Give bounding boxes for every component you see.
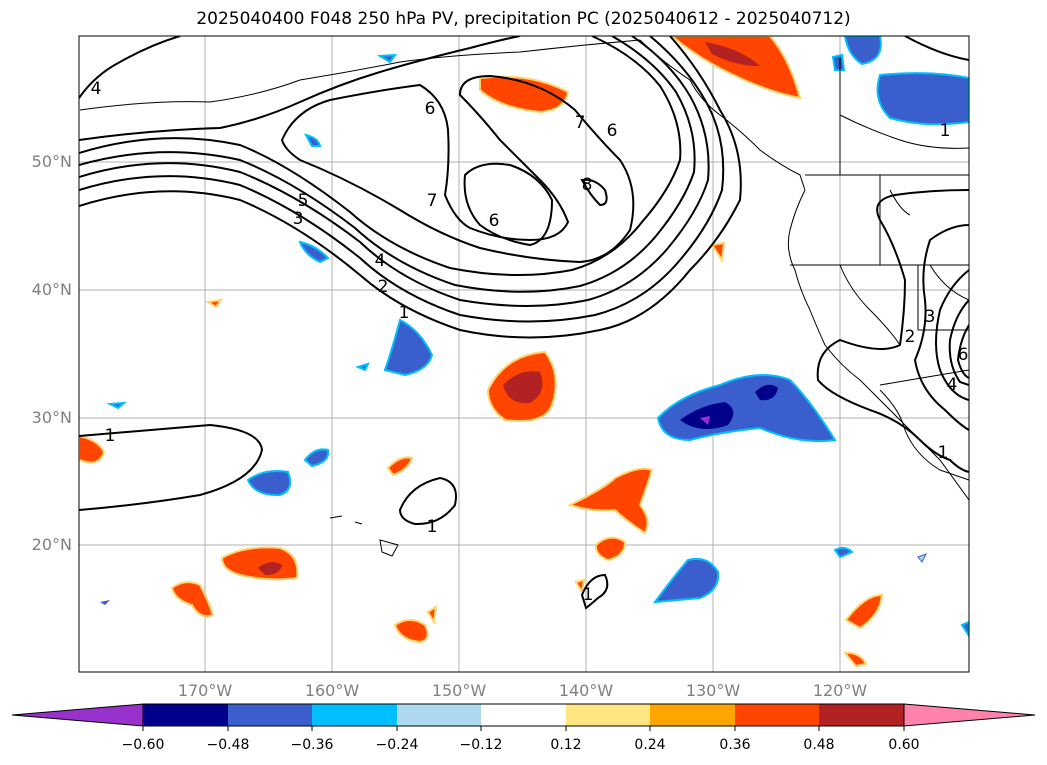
colorbar-tick-label: 0.60 (888, 737, 920, 753)
contour-label: 2 (905, 327, 916, 347)
colorbar-tick-label: 0.12 (550, 737, 582, 753)
colorbar-segment (312, 704, 397, 726)
colorbar-segment (566, 704, 650, 726)
lat-label: 20°N (31, 535, 72, 554)
contour-label: 1 (105, 426, 116, 446)
contour-label: 6 (958, 345, 969, 365)
contour-label: 4 (375, 251, 386, 271)
colorbar-tick-label: −0.12 (459, 737, 503, 753)
lon-label: 170°W (177, 681, 233, 700)
coastlines (79, 39, 969, 557)
contour-label: 4 (947, 375, 958, 395)
map-frame (78, 35, 970, 673)
colorbar-segment (819, 704, 904, 726)
colorbar (11, 703, 1036, 731)
colorbar-segment (650, 704, 735, 726)
colorbar-tick-label: −0.48 (206, 737, 250, 753)
lon-label: 130°W (685, 681, 741, 700)
pv-contours (79, 36, 969, 610)
lat-label: 40°N (31, 280, 72, 299)
colorbar-tick-label: 0.36 (719, 737, 751, 753)
colorbar-tick-label: −0.60 (121, 737, 165, 753)
colorbar-extend-min (11, 703, 144, 727)
contour-label: 3 (925, 307, 936, 327)
contour-label: 4 (91, 79, 102, 99)
colorbar-tick-label: 0.48 (803, 737, 835, 753)
colorbar-tick-label: −0.36 (290, 737, 334, 753)
precip-negative (100, 36, 969, 638)
precip-positive (79, 36, 884, 668)
contour-label: 7 (427, 191, 438, 211)
contour-label: 6 (425, 99, 436, 119)
contour-label: 2 (378, 277, 389, 297)
lon-label: 160°W (304, 681, 360, 700)
contour-label: 5 (298, 191, 309, 211)
lat-label: 50°N (31, 152, 72, 171)
contour-label: 1 (938, 443, 949, 463)
contour-label: 8 (582, 175, 593, 195)
contour-label: 1 (427, 517, 438, 537)
colorbar-segment (735, 704, 819, 726)
contour-labels: 4 6 7 6 8 7 6 5 3 4 2 1 1 1 1 1 1 3 2 4 … (91, 79, 969, 605)
lon-label: 120°W (812, 681, 868, 700)
colorbar-segment (143, 704, 228, 726)
lon-label: 140°W (558, 681, 614, 700)
colorbar-segment (228, 704, 312, 726)
colorbar-segment (397, 704, 481, 726)
contour-label: 6 (489, 211, 500, 231)
contour-label: 1 (940, 121, 951, 141)
contour-label: 3 (293, 209, 304, 229)
gridlines (79, 36, 969, 672)
contour-label: 7 (575, 113, 586, 133)
contour-label: 6 (607, 121, 618, 141)
colorbar-tick-label: 0.24 (634, 737, 666, 753)
colorbar-tick-label: −0.24 (375, 737, 419, 753)
lat-label: 30°N (31, 408, 72, 427)
map-title: 2025040400 F048 250 hPa PV, precipitatio… (196, 9, 851, 29)
contour-label: 1 (583, 585, 594, 605)
contour-label: 1 (399, 303, 410, 323)
lon-label: 150°W (431, 681, 487, 700)
colorbar-segment (481, 704, 566, 726)
colorbar-extend-max (903, 703, 1036, 727)
